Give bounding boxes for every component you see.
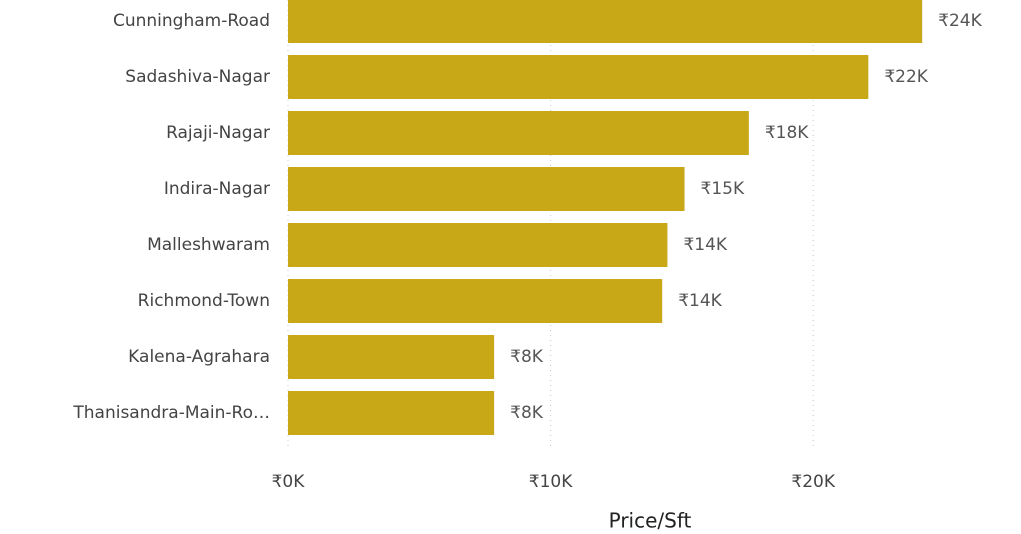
value-label: ₹8K xyxy=(510,347,544,367)
value-label: ₹14K xyxy=(683,235,727,255)
y-tick-label: Thanisandra-Main-Ro… xyxy=(72,403,270,423)
value-label: ₹8K xyxy=(510,403,544,423)
y-tick-label: Rajaji-Nagar xyxy=(166,123,270,143)
bar xyxy=(288,111,749,155)
y-tick-label: Malleshwaram xyxy=(147,235,270,255)
y-tick-label: Sadashiva-Nagar xyxy=(125,67,270,87)
bar xyxy=(288,335,495,379)
x-axis-title: Price/Sft xyxy=(609,509,692,533)
y-tick-label: Cunningham-Road xyxy=(113,11,270,31)
x-tick-label: ₹10K xyxy=(529,472,573,492)
x-tick-label: ₹0K xyxy=(272,472,306,492)
y-tick-label: Richmond-Town xyxy=(138,291,270,311)
bar xyxy=(288,391,495,435)
y-tick-label: Kalena-Agrahara xyxy=(128,347,270,367)
value-label: ₹22K xyxy=(884,67,928,87)
bar xyxy=(288,223,668,267)
x-tick-label: ₹20K xyxy=(791,472,835,492)
y-tick-label: Indira-Nagar xyxy=(164,179,270,199)
bar xyxy=(288,55,869,99)
value-label: ₹18K xyxy=(765,123,809,143)
bar xyxy=(288,279,663,323)
value-label: ₹14K xyxy=(678,291,722,311)
bar xyxy=(288,167,685,211)
value-label: ₹15K xyxy=(701,179,745,199)
bar xyxy=(288,0,923,43)
value-label: ₹24K xyxy=(938,11,982,31)
